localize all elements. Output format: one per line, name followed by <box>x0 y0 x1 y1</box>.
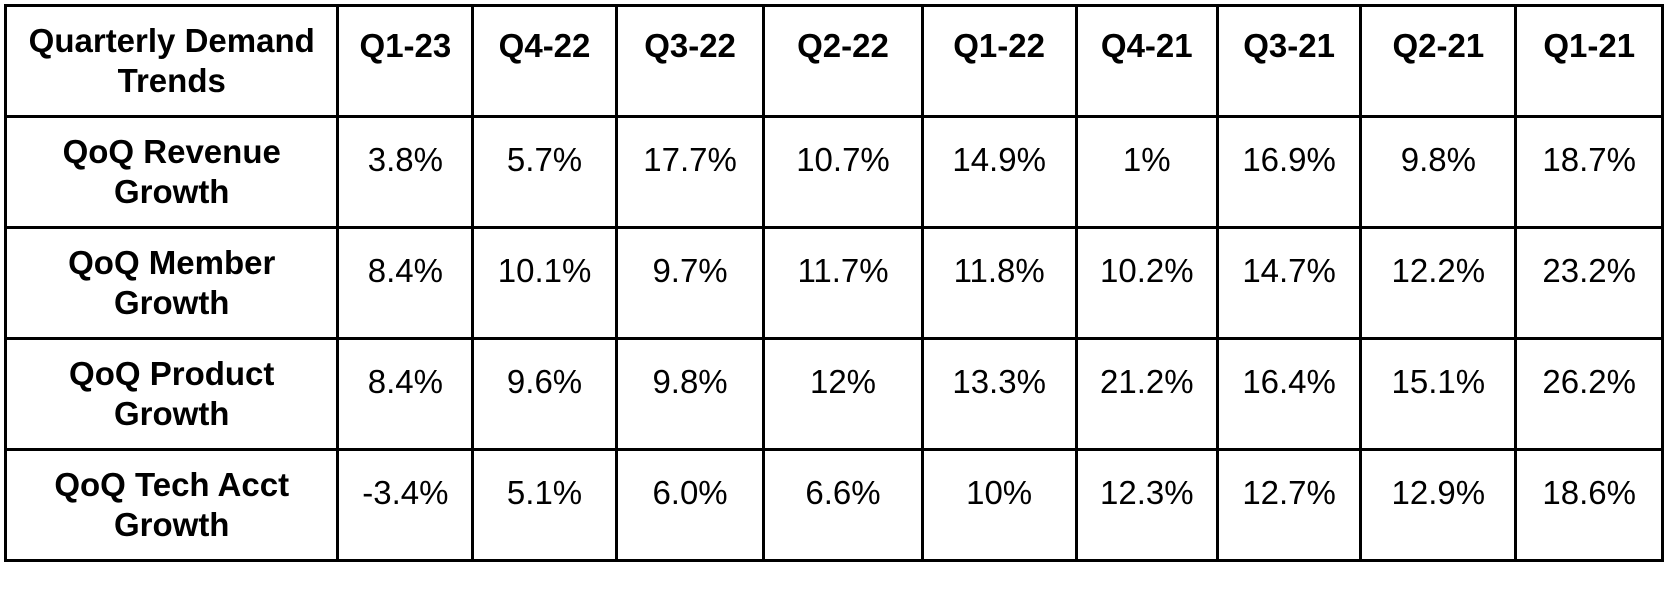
table-cell: 1% <box>1074 115 1219 229</box>
table-cell: 15.1% <box>1359 337 1518 451</box>
column-header: Q2-21 <box>1359 4 1518 118</box>
table-cell: 11.8% <box>920 226 1078 340</box>
table-cell: 16.9% <box>1215 115 1363 229</box>
table-cell: 18.7% <box>1514 115 1664 229</box>
column-header: Q1-23 <box>336 4 475 118</box>
table-cell: 12.7% <box>1215 448 1363 562</box>
table-cell: 21.2% <box>1074 337 1219 451</box>
row-label: QoQ Member Growth <box>3 226 340 340</box>
table-cell: 5.7% <box>471 115 618 229</box>
table-cell: 18.6% <box>1514 448 1664 562</box>
table-cell: 12.3% <box>1074 448 1219 562</box>
demand-trends-table-container: Quarterly Demand Trends Q1-23 Q4-22 Q3-2… <box>3 4 1664 562</box>
table-cell: 11.7% <box>762 226 924 340</box>
row-label: QoQ Tech Acct Growth <box>3 448 340 562</box>
column-header: Q1-22 <box>920 4 1078 118</box>
table-cell: 12.9% <box>1359 448 1518 562</box>
row-label: QoQ Revenue Growth <box>3 115 340 229</box>
table-cell: 6.0% <box>614 448 766 562</box>
table-cell: 10.1% <box>471 226 618 340</box>
table-cell: 16.4% <box>1215 337 1363 451</box>
table-cell: 14.9% <box>920 115 1078 229</box>
table-cell: 6.6% <box>762 448 924 562</box>
table-cell: 12% <box>762 337 924 451</box>
table-cell: 9.6% <box>471 337 618 451</box>
table-cell: 3.8% <box>336 115 475 229</box>
header-row: Quarterly Demand Trends Q1-23 Q4-22 Q3-2… <box>3 4 1664 118</box>
row-label: QoQ Product Growth <box>3 337 340 451</box>
table-cell: -3.4% <box>336 448 475 562</box>
table-cell: 9.7% <box>614 226 766 340</box>
table-cell: 9.8% <box>1359 115 1518 229</box>
table-cell: 13.3% <box>920 337 1078 451</box>
table-cell: 17.7% <box>614 115 766 229</box>
table-cell: 9.8% <box>614 337 766 451</box>
table-cell: 8.4% <box>336 337 475 451</box>
table-cell: 5.1% <box>471 448 618 562</box>
quarterly-demand-trends-table: Quarterly Demand Trends Q1-23 Q4-22 Q3-2… <box>3 4 1664 562</box>
column-header: Q3-22 <box>614 4 766 118</box>
table-cell: 8.4% <box>336 226 475 340</box>
table-cell: 26.2% <box>1514 337 1664 451</box>
table-row: QoQ Product Growth 8.4% 9.6% 9.8% 12% 13… <box>3 337 1664 451</box>
table-row: QoQ Member Growth 8.4% 10.1% 9.7% 11.7% … <box>3 226 1664 340</box>
table-cell: 12.2% <box>1359 226 1518 340</box>
table-cell: 14.7% <box>1215 226 1363 340</box>
table-cell: 10.2% <box>1074 226 1219 340</box>
column-header: Q4-22 <box>471 4 618 118</box>
column-header: Q1-21 <box>1514 4 1664 118</box>
column-header: Q4-21 <box>1074 4 1219 118</box>
table-cell: 10% <box>920 448 1078 562</box>
table-row: QoQ Tech Acct Growth -3.4% 5.1% 6.0% 6.6… <box>3 448 1664 562</box>
column-header: Q3-21 <box>1215 4 1363 118</box>
table-row: QoQ Revenue Growth 3.8% 5.7% 17.7% 10.7%… <box>3 115 1664 229</box>
table-cell: 23.2% <box>1514 226 1664 340</box>
column-header: Q2-22 <box>762 4 924 118</box>
table-cell: 10.7% <box>762 115 924 229</box>
corner-header-cell: Quarterly Demand Trends <box>3 4 340 118</box>
